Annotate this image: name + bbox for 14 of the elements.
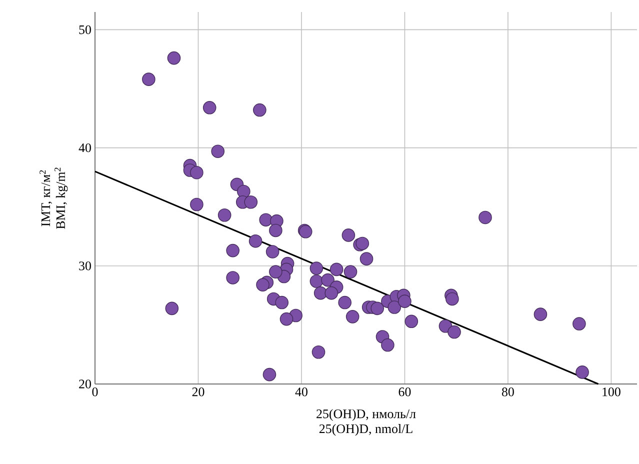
- x-tick-label: 60: [398, 388, 411, 396]
- x-tick-label: 0: [92, 388, 98, 396]
- x-tick-label: 20: [192, 388, 204, 396]
- x-tick-label: 40: [295, 388, 308, 396]
- text: 25(OH)D, nmol/L: [319, 424, 412, 436]
- x-tick-label: 100: [602, 388, 620, 396]
- text: ІМТ, кг/м$^{2}$: [40, 170, 52, 226]
- x-tick-label: 80: [502, 388, 514, 396]
- y-tick-label: 50: [79, 25, 91, 34]
- y-tick-label: 30: [79, 262, 91, 270]
- text: 25(OH)D, нмоль/л: [316, 409, 416, 421]
- text: BMI, kg/m$^{2}$: [54, 168, 68, 229]
- y-tick-label: 20: [79, 380, 91, 388]
- y-tick-label: 40: [78, 143, 91, 152]
